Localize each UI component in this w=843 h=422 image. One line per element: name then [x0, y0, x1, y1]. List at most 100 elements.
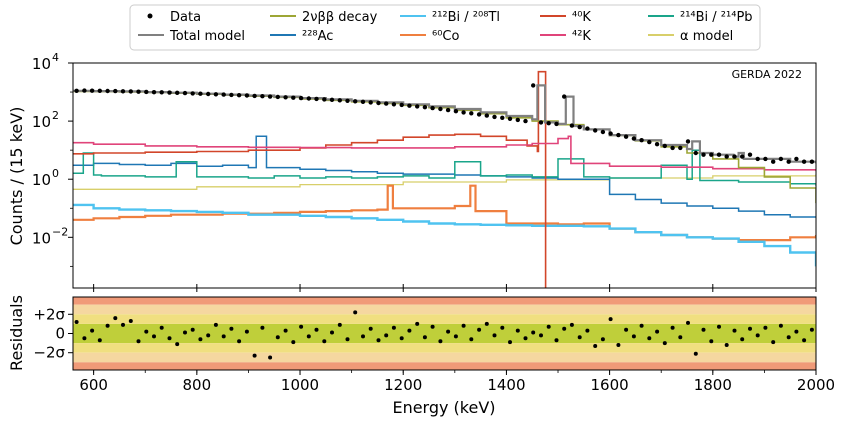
data-point — [97, 88, 103, 94]
residual-point — [407, 328, 412, 333]
data-point — [74, 88, 79, 94]
residual-point — [809, 327, 814, 332]
x-tick-label: 800 — [183, 376, 212, 394]
legend-label: ⁴²K — [572, 29, 591, 44]
y-tick-label: 10 — [32, 229, 51, 247]
data-point — [631, 136, 637, 141]
residual-point — [430, 324, 435, 329]
data-point — [685, 139, 691, 144]
data-point — [82, 88, 87, 93]
residual-point — [469, 337, 474, 342]
x-tick-label: 1000 — [281, 376, 319, 394]
data-point — [569, 123, 575, 128]
y-tick-exponent: 2 — [52, 109, 59, 122]
residual-point — [353, 310, 358, 315]
data-point — [639, 138, 644, 143]
residual-point — [291, 340, 296, 345]
residual-band-1 — [73, 304, 816, 315]
residual-point — [113, 316, 118, 321]
data-point — [353, 99, 358, 104]
residual-point — [299, 324, 304, 329]
residual-point — [740, 337, 745, 342]
legend-label: 2νββ decay — [302, 10, 378, 25]
residual-point — [794, 329, 799, 334]
data-point — [546, 121, 551, 126]
data-point — [670, 145, 675, 151]
residual-point — [237, 339, 242, 344]
data-point — [190, 91, 195, 96]
residual-tick-label: 0 — [55, 325, 65, 343]
y-tick-label: 10 — [32, 171, 51, 189]
residual-point — [670, 325, 675, 330]
data-point — [515, 117, 520, 123]
residual-point — [484, 321, 489, 326]
data-point — [492, 114, 497, 120]
data-point — [709, 152, 714, 157]
residual-point — [639, 323, 644, 328]
residual-point — [569, 322, 574, 327]
residual-point — [562, 326, 567, 331]
residual-point — [97, 338, 102, 343]
annotation-label: GERDA 2022 — [732, 68, 802, 81]
residual-point — [128, 319, 133, 323]
data-point — [306, 96, 311, 101]
residual-point — [306, 334, 311, 339]
data-point — [159, 90, 164, 95]
residual-point — [121, 322, 125, 327]
data-point — [267, 94, 273, 99]
data-point — [647, 139, 652, 145]
data-point — [128, 89, 133, 94]
y-tick-exponent: 0 — [52, 167, 59, 180]
residual-point — [206, 333, 211, 338]
data-point — [585, 126, 590, 131]
x-tick-label: 1600 — [591, 376, 629, 394]
residual-point — [539, 333, 543, 338]
residual-point — [229, 326, 234, 331]
data-point — [600, 129, 606, 135]
main-plot-frame — [72, 62, 817, 289]
legend-label: ⁶⁰Co — [432, 29, 460, 44]
data-point — [337, 98, 342, 103]
residual-point — [662, 341, 667, 346]
data-point — [623, 134, 629, 139]
residual-point — [492, 333, 497, 338]
data-point — [500, 115, 505, 121]
residual-point — [438, 339, 443, 344]
residual-point — [616, 343, 621, 347]
residual-point — [624, 327, 629, 332]
data-point — [662, 143, 667, 149]
x-tick-label: 600 — [79, 376, 108, 394]
legend: Data Total model 2νββ decay ²²⁸Ac ²¹²Bi / ²⁰… — [129, 4, 761, 51]
data-point — [376, 100, 381, 106]
residual-point — [686, 320, 690, 325]
data-point — [763, 156, 768, 162]
data-point — [445, 107, 451, 113]
x-axis: 600 800 1000 1200 1400 1600 1800 2000 — [79, 284, 835, 394]
series-line-6 — [73, 203, 816, 267]
y-tick-exponent: 4 — [52, 51, 59, 64]
residual-point — [322, 339, 327, 344]
residual-tick-label: −2σ — [33, 344, 65, 362]
residual-point — [82, 336, 87, 341]
residual-point — [252, 353, 257, 358]
residual-point — [345, 337, 350, 342]
legend-label: ⁴⁰K — [572, 10, 591, 25]
data-point — [593, 128, 598, 133]
residual-point — [136, 339, 141, 344]
series-line-4 — [73, 149, 816, 186]
residual-point — [268, 355, 273, 360]
data-point — [360, 99, 366, 105]
residual-point — [446, 329, 451, 334]
data-point — [453, 109, 459, 114]
legend-label: α model — [680, 29, 733, 44]
data-point — [415, 104, 420, 109]
residual-point — [167, 336, 172, 341]
data-point — [755, 156, 760, 162]
data-point — [740, 154, 745, 159]
residual-point — [717, 324, 721, 329]
residual-point — [709, 339, 714, 344]
data-point — [399, 102, 404, 108]
data-point — [654, 142, 660, 147]
residual-band-6 — [73, 362, 816, 370]
